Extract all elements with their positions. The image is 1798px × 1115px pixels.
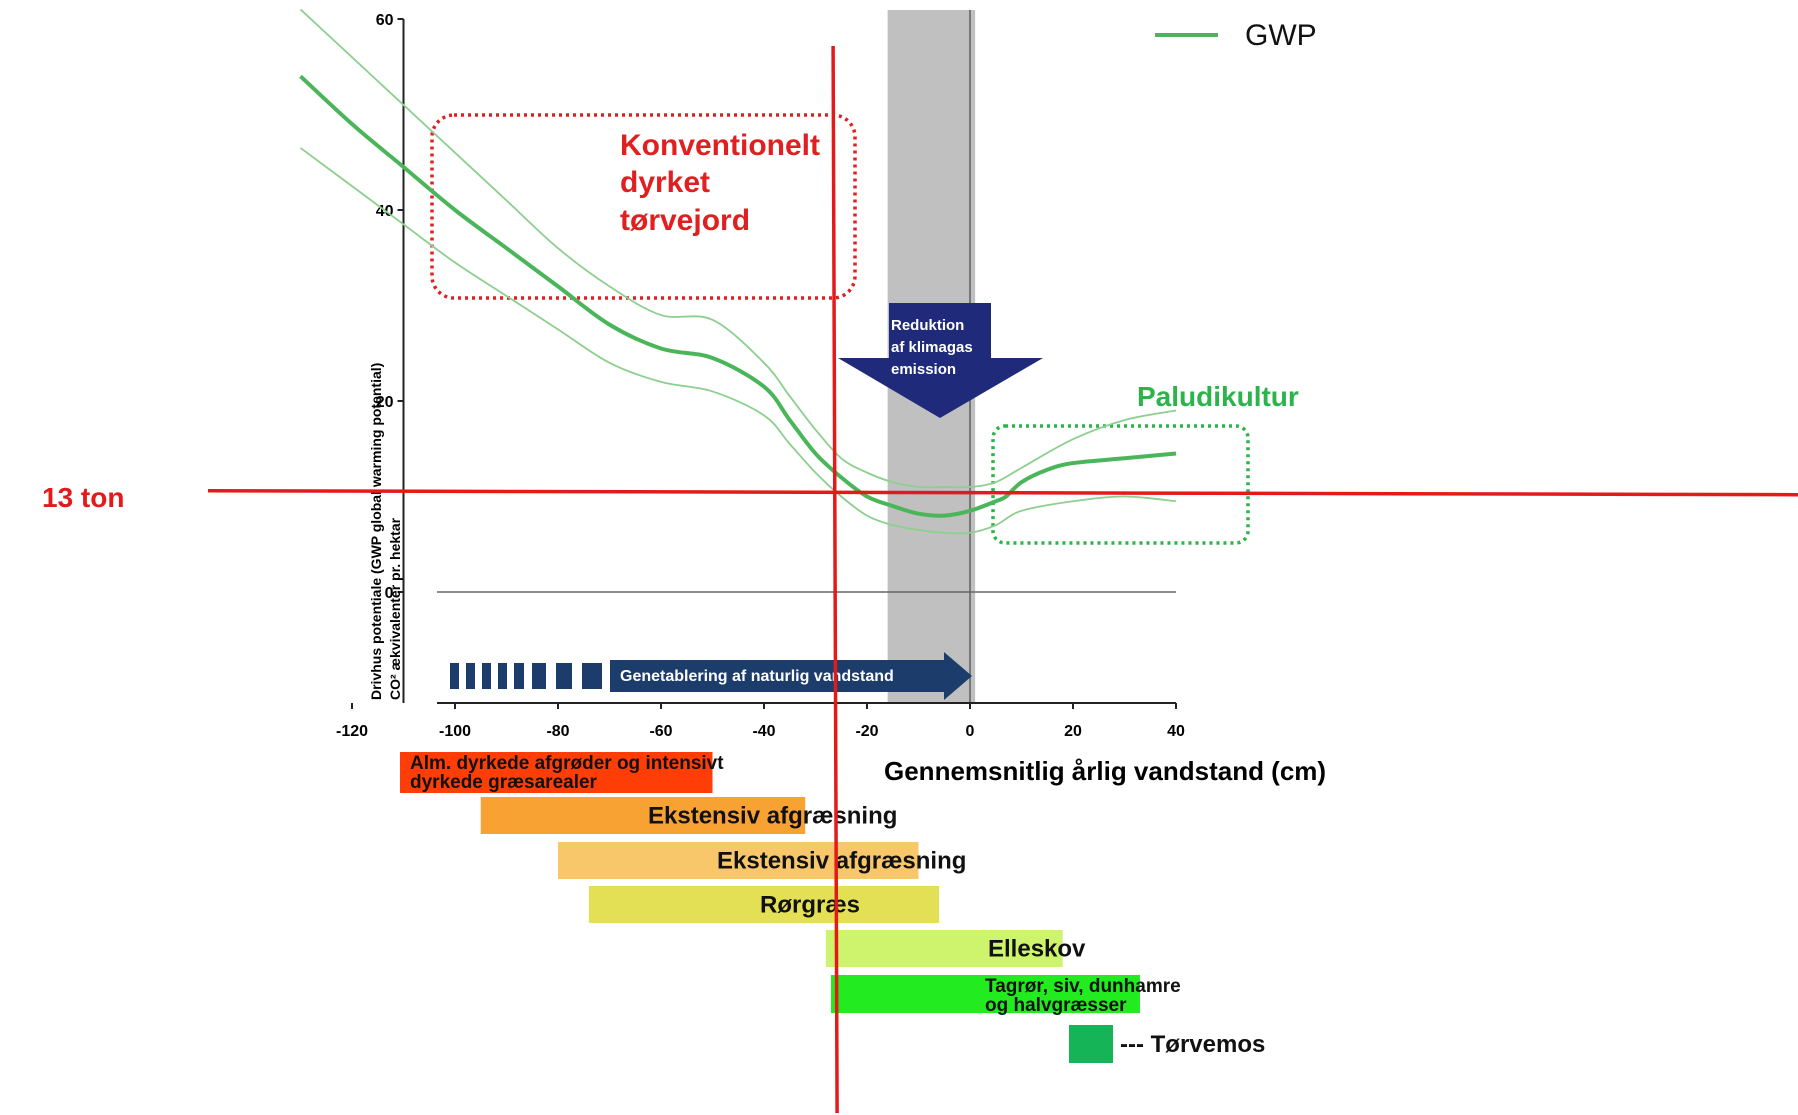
x-tick-label: 20 xyxy=(1064,723,1082,740)
reduction-label-3: emission xyxy=(891,361,956,378)
x-tick-label: -80 xyxy=(546,723,569,740)
hline-13-ton xyxy=(207,488,1798,497)
land-use-band xyxy=(825,930,1063,967)
y-axis-label-line2: CO² ækvivalenter pr. hektar xyxy=(387,517,403,700)
land-use-band-label: Ekstensiv afgræsning xyxy=(648,803,897,830)
x-tick-label: -60 xyxy=(649,723,672,740)
land-use-band xyxy=(1069,1025,1113,1063)
gwp-lower-bound-line xyxy=(299,147,1177,535)
land-use-band xyxy=(558,842,919,879)
land-use-band-label: Tagrør, siv, dunhamre xyxy=(985,976,1181,997)
land-use-band-label: dyrkede græsarealer xyxy=(410,772,598,793)
land-use-band-label: Alm. dyrkede afgrøder og intensivt xyxy=(410,753,724,774)
vline-reference xyxy=(831,45,839,1114)
x-tick-label: -40 xyxy=(752,723,775,740)
paludikultur-label: Paludikultur xyxy=(1137,381,1299,412)
legend-label-gwp: GWP xyxy=(1245,19,1317,52)
conventional-box xyxy=(430,113,857,300)
x-ticks: -120 -100 -80 -60 -40 -20 0 20 40 xyxy=(336,703,1185,740)
land-use-band-label: Rørgræs xyxy=(760,892,860,919)
reduction-arrow xyxy=(838,303,1043,418)
land-use-band-label: Elleskov xyxy=(988,936,1086,963)
conventional-label-2: dyrket xyxy=(620,166,710,199)
x-axis-label: Gennemsnitlig årlig vandstand (cm) xyxy=(884,756,1326,786)
x-tick-label: 40 xyxy=(1167,723,1185,740)
land-use-band-label: Ekstensiv afgræsning xyxy=(717,848,966,875)
y-tick-label: 20 xyxy=(376,394,394,411)
x-tick-label: -20 xyxy=(855,723,878,740)
conventional-label-3: tørvejord xyxy=(620,204,750,237)
land-use-band-label: og halvgræsser xyxy=(985,995,1127,1016)
hline-label-13-ton: 13 ton xyxy=(42,482,124,513)
restoration-label: Genetablering af naturlig vandstand xyxy=(620,668,894,685)
land-use-band xyxy=(588,886,940,923)
x-tick-label: -120 xyxy=(336,723,368,740)
conventional-label-1: Konventionelt xyxy=(620,129,820,162)
restoration-arrow xyxy=(450,652,972,700)
reduction-label-1: Reduktion xyxy=(891,317,964,334)
y-tick-label: 0 xyxy=(385,585,394,602)
reduction-label-2: af klimagas xyxy=(891,339,973,356)
land-use-bands: Alm. dyrkede afgrøder og intensivtdyrked… xyxy=(400,752,1265,1063)
x-tick-label: -100 xyxy=(439,723,471,740)
land-use-band xyxy=(480,797,806,834)
gwp-upper-bound-line xyxy=(299,8,1177,489)
y-tick-label: 60 xyxy=(376,12,394,29)
paludikultur-box xyxy=(991,424,1250,545)
land-use-band xyxy=(830,975,1140,1013)
land-use-band-label: --- Tørvemos xyxy=(1120,1031,1265,1058)
y-axis-label-line1: Drivhus potentiale (GWP global warming p… xyxy=(368,363,384,700)
x-tick-label: 0 xyxy=(966,723,975,740)
land-use-band xyxy=(400,752,713,793)
